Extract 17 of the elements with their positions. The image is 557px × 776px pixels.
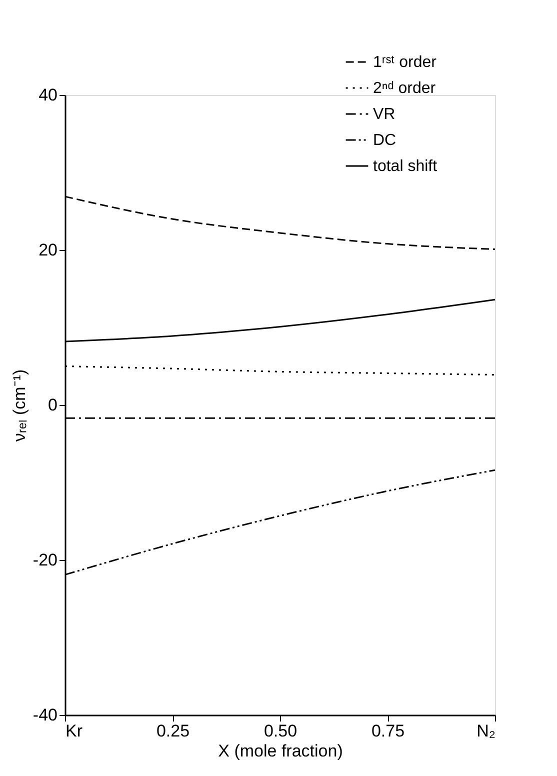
legend-label: 1ʳˢᵗ order: [373, 54, 438, 71]
legend-label: VR: [373, 106, 396, 123]
y-tick-label: -40: [32, 706, 58, 724]
x-tick-label: 0.25: [156, 722, 190, 740]
y-tick-label: 40: [38, 86, 58, 104]
legend-label: DC: [373, 132, 396, 149]
y-tick-label: -20: [32, 550, 58, 570]
legend-label: 2ⁿᵈ order: [373, 80, 436, 97]
x-tick-label: Kr: [66, 722, 83, 740]
y-axis-title: νᵣₑₗ (cm⁻¹): [10, 369, 29, 442]
x-tick-label: 0.75: [371, 722, 405, 740]
x-tick-label: N₂: [476, 722, 496, 740]
x-axis-title: X (mole fraction): [218, 742, 343, 760]
y-tick-label: 20: [38, 240, 58, 260]
x-tick-label: 0.50: [264, 722, 298, 740]
y-tick-label: 0: [48, 396, 58, 414]
legend-label: total shift: [373, 158, 438, 175]
